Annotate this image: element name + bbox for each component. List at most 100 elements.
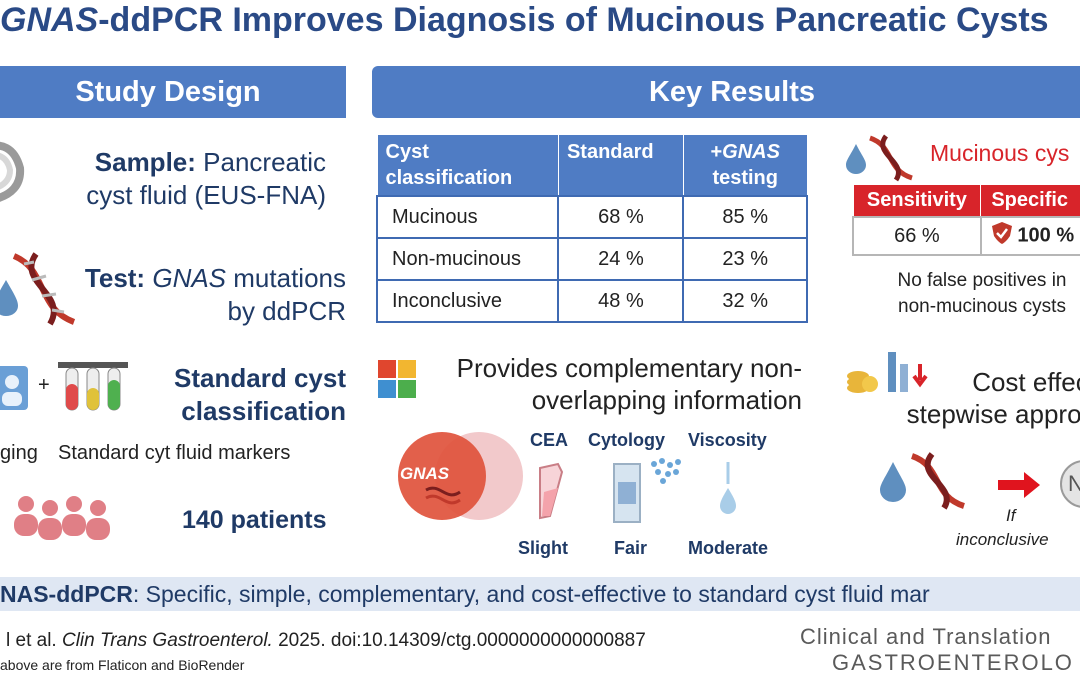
row-label: Inconclusive: [375, 279, 560, 323]
table-row: Non-mucinous 24 % 23 %: [375, 237, 808, 281]
row-standard: 48 %: [557, 279, 685, 323]
row-label: Mucinous: [375, 195, 560, 239]
arrow-right-icon: [998, 472, 1040, 498]
level-fair: Fair: [614, 538, 648, 558]
specificity-value: 100 %: [1017, 224, 1075, 247]
sample-label: Sample:: [94, 147, 196, 177]
header-col1-line2: classification: [385, 167, 513, 189]
test-tubes-icon: [58, 360, 128, 416]
drip-icon: [718, 462, 738, 516]
cost-2: stepwise approa: [906, 399, 1080, 429]
standard-text: Standard cyst classification: [140, 362, 346, 428]
cost-text: Cost effect stepwise approa: [886, 366, 1080, 430]
row-gnas: 32 %: [682, 279, 808, 323]
sens-spec-table: Sensitivity Specific 66 % 100 %: [852, 184, 1080, 256]
citation-journal: Clin Trans Gastroenterol.: [61, 630, 273, 651]
sensitivity-header: Sensitivity: [852, 184, 982, 218]
header-col3-prefix: +: [710, 141, 723, 163]
coins-icon: [846, 360, 878, 394]
journal-logo: Clinical and Translation GASTROENTEROLO: [800, 624, 1080, 676]
dna-icon: [908, 452, 968, 510]
test-text-1: mutations: [233, 263, 346, 293]
conclusion-bold: NAS-ddPCR: [0, 581, 133, 607]
tube-icon: [528, 462, 572, 522]
dna-icon: [866, 134, 916, 182]
specificity-cell: 100 %: [979, 216, 1080, 256]
journal-line1: Clinical and Translation: [800, 624, 1052, 649]
sample-text: Sample: Pancreatic cyst fluid (EUS-FNA): [40, 146, 326, 212]
venn-diagram: [396, 430, 526, 522]
if-text: If: [1006, 506, 1016, 525]
page-title: GNAS-ddPCR Improves Diagnosis of Mucinou…: [0, 0, 1080, 46]
key-results-banner-label: Key Results: [648, 76, 815, 108]
inconclusive-text: inconclusive: [956, 530, 1049, 549]
test-text: Test: GNAS mutations by ddPCR: [60, 262, 346, 328]
syringe-icon: [0, 138, 32, 208]
header-col3-gene: GNAS: [722, 141, 780, 163]
header-standard-label: Standard: [566, 141, 654, 163]
no-fp-2: non-mucinous cysts: [898, 296, 1066, 317]
conclusion-text: : Specific, simple, complementary, and c…: [132, 581, 930, 607]
row-standard: 68 %: [557, 195, 685, 239]
study-design-banner-label: Study Design: [75, 76, 261, 108]
plus-sign: +: [38, 374, 50, 396]
row-standard: 24 %: [557, 237, 685, 281]
puzzle-icon: [376, 358, 418, 400]
cells-icon: [648, 456, 684, 486]
complementary-1: Provides complementary non-: [456, 353, 802, 383]
title-gene: GNAS: [0, 1, 99, 39]
test-label: Test:: [84, 263, 146, 293]
standard-2: classification: [181, 396, 346, 426]
results-table: Cyst classification Standard +GNAS testi…: [375, 134, 808, 323]
row-label: Non-mucinous: [375, 237, 560, 281]
circle-letter: N: [1068, 471, 1080, 496]
mucinous-title: Mucinous cys: [930, 140, 1070, 166]
specificity-header: Specific: [980, 184, 1080, 218]
slide-icon: [612, 462, 642, 524]
venn-label: GNAS: [400, 464, 450, 483]
marker-viscosity: Viscosity: [688, 430, 767, 450]
marker-cea: CEA: [530, 430, 569, 450]
no-false-positives: No false positives in non-mucinous cysts: [872, 268, 1080, 320]
conclusion-band: NAS-ddPCR: Specific, simple, complementa…: [0, 577, 1080, 611]
citation-authors: l et al.: [6, 630, 57, 651]
dna-icon: [8, 252, 80, 326]
no-fp-1: No false positives in: [897, 270, 1067, 291]
header-col1-line1: Cyst: [385, 141, 429, 163]
row-gnas: 85 %: [682, 195, 808, 239]
header-col3-suffix: testing: [712, 167, 778, 189]
droplet-icon: [880, 462, 906, 502]
test-text-2: by ddPCR: [227, 296, 347, 326]
level-slight: Slight: [518, 538, 568, 558]
marker-cytology: Cytology: [588, 430, 666, 450]
bars-down-icon: [886, 350, 932, 394]
next-step-circle: N: [1060, 460, 1080, 508]
imaging-icon: [0, 366, 28, 410]
standard-1: Standard cyst: [174, 363, 346, 393]
header-standard: Standard: [557, 134, 684, 197]
study-design-banner: Study Design: [0, 66, 346, 118]
patients-icon: [10, 494, 122, 540]
sample-text-1: Pancreatic: [203, 147, 326, 177]
imaging-caption: ging: [0, 442, 38, 464]
droplet-icon: [846, 144, 866, 174]
title-rest: -ddPCR Improves Diagnosis of Mucinous Pa…: [98, 1, 1049, 39]
complementary-2: overlapping information: [531, 385, 802, 415]
patients-count: 140 patients: [182, 506, 327, 534]
header-cyst-classification: Cyst classification: [376, 134, 559, 197]
header-gnas-testing: +GNAS testing: [682, 134, 808, 197]
table-row: Inconclusive 48 % 32 %: [375, 279, 808, 323]
complementary-text: Provides complementary non- overlapping …: [430, 352, 802, 416]
sample-text-2: cyst fluid (EUS-FNA): [86, 180, 326, 210]
citation-rest: 2025. doi:10.14309/ctg.0000000000000887: [272, 630, 646, 651]
icons-note: above are from Flaticon and BioRender: [0, 657, 245, 673]
key-results-banner: Key Results: [372, 66, 1080, 118]
citation: l et al. Clin Trans Gastroenterol. 2025.…: [6, 630, 646, 652]
level-moderate: Moderate: [688, 538, 769, 558]
table-row: Mucinous 68 % 85 %: [375, 195, 808, 239]
test-gene: GNAS: [152, 263, 227, 293]
journal-line2: GASTROENTEROLO: [832, 650, 1074, 675]
droplet-icon: [0, 280, 18, 316]
row-gnas: 23 %: [682, 237, 808, 281]
cost-1: Cost effect: [972, 367, 1080, 397]
